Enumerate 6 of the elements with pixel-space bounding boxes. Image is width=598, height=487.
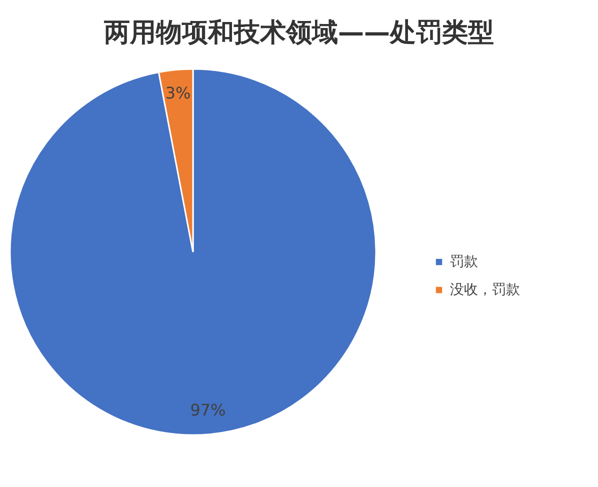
legend-label: 罚款	[450, 254, 478, 270]
chart-title: 两用物项和技术领域——处罚类型	[103, 18, 494, 48]
legend-label: 没收，罚款	[450, 282, 520, 298]
data-label: 3%	[165, 83, 191, 102]
pie-slice	[9, 68, 377, 436]
data-label: 97%	[190, 400, 226, 420]
